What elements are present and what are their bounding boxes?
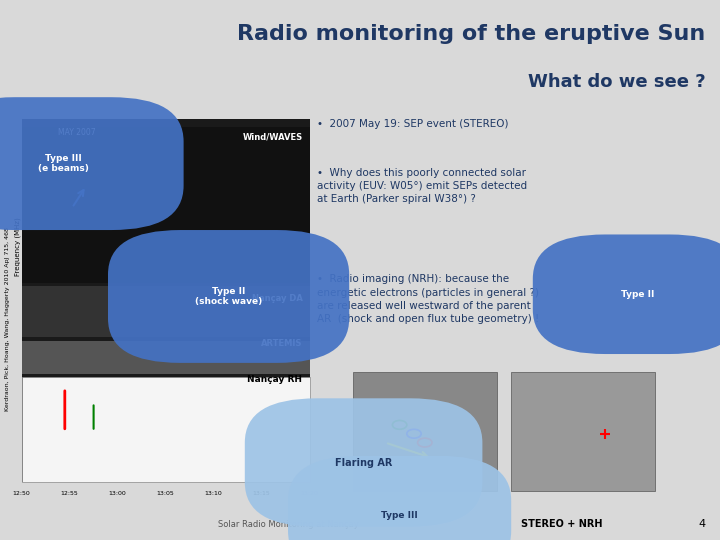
Text: Type III
(e beams): Type III (e beams) (37, 154, 89, 173)
FancyBboxPatch shape (22, 377, 310, 482)
Text: 12:55: 12:55 (60, 491, 78, 496)
Text: Kerdraon, Pick, Hoang, Wang, Haggerty 2010 ApJ 715, 468: Kerdraon, Pick, Hoang, Wang, Haggerty 20… (5, 227, 9, 410)
Text: Nançay DA: Nançay DA (251, 294, 302, 302)
Text: What do we see ?: What do we see ? (528, 73, 706, 91)
Text: ARTEMIS: ARTEMIS (261, 339, 302, 348)
FancyBboxPatch shape (22, 126, 310, 283)
FancyBboxPatch shape (22, 119, 310, 482)
Text: Radio monitoring of the eruptive Sun: Radio monitoring of the eruptive Sun (238, 24, 706, 44)
Text: •  Radio imaging (NRH): because the
energetic electrons (particles in general ?): • Radio imaging (NRH): because the energ… (317, 274, 539, 324)
Text: 13:20: 13:20 (301, 491, 318, 496)
FancyBboxPatch shape (353, 372, 497, 491)
FancyBboxPatch shape (511, 372, 655, 491)
FancyBboxPatch shape (533, 234, 720, 354)
Text: 4: 4 (698, 519, 706, 529)
Text: MAY 2007: MAY 2007 (58, 129, 95, 137)
Text: 13:15: 13:15 (253, 491, 271, 496)
FancyBboxPatch shape (0, 97, 184, 230)
Text: 13:05: 13:05 (157, 491, 174, 496)
Text: Wind/WAVES: Wind/WAVES (242, 132, 302, 141)
Text: 13:10: 13:10 (204, 491, 222, 496)
Text: Type II
(shock wave): Type II (shock wave) (195, 287, 262, 306)
Text: Solar Radio Monitoring at Nançay: Solar Radio Monitoring at Nançay (217, 520, 359, 529)
Text: Type III: Type III (381, 511, 418, 520)
FancyBboxPatch shape (288, 456, 511, 540)
Text: Flaring AR: Flaring AR (335, 457, 392, 468)
FancyBboxPatch shape (245, 399, 482, 526)
FancyBboxPatch shape (22, 286, 310, 337)
Text: Frequency (MHz): Frequency (MHz) (14, 217, 22, 276)
Text: 12:50: 12:50 (13, 491, 30, 496)
Text: Nançay RH: Nançay RH (248, 375, 302, 384)
Text: STEREO + NRH: STEREO + NRH (521, 519, 603, 529)
FancyBboxPatch shape (22, 341, 310, 374)
Text: 13:00: 13:00 (109, 491, 127, 496)
Text: •  2007 May 19: SEP event (STEREO): • 2007 May 19: SEP event (STEREO) (317, 119, 508, 130)
Text: •  Why does this poorly connected solar
activity (EUV: W05°) emit SEPs detected
: • Why does this poorly connected solar a… (317, 168, 527, 205)
Text: Type II: Type II (621, 290, 654, 299)
FancyBboxPatch shape (108, 230, 349, 363)
